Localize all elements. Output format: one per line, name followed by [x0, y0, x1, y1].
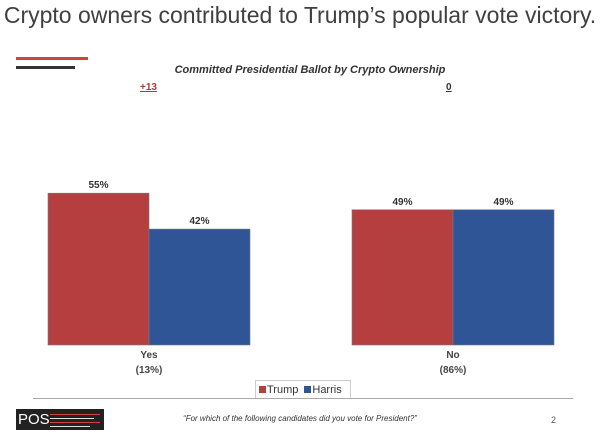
- legend-label: Trump: [267, 383, 299, 396]
- page-number: 2: [551, 415, 557, 425]
- footer-divider: [33, 398, 573, 399]
- legend-harris: Harris: [304, 383, 342, 396]
- legend-trump: Trump: [259, 384, 298, 396]
- data-label: 49%: [392, 197, 412, 208]
- margin-yes: +13: [140, 82, 157, 93]
- logo-line: [50, 414, 100, 415]
- trump-swatch: [259, 385, 266, 393]
- logo-line: [50, 426, 90, 427]
- category-label: Yes: [140, 350, 158, 361]
- logo-line: [50, 418, 94, 419]
- category-label: (13%): [136, 365, 163, 376]
- chart-title: Committed Presidential Ballot by Crypto …: [174, 64, 446, 76]
- legend: Trump Harris: [255, 380, 351, 398]
- bar-harris: [148, 228, 251, 346]
- bar-trump: [351, 209, 454, 346]
- logo-line: [50, 422, 100, 423]
- category-label: No: [446, 350, 459, 361]
- category-label: (86%): [440, 365, 467, 376]
- data-label: 49%: [493, 197, 513, 208]
- legend-label: Harris: [312, 383, 342, 396]
- harris-swatch: [304, 385, 312, 393]
- survey-question: “For which of the following candidates d…: [183, 414, 417, 423]
- logo-text: POS: [18, 411, 50, 428]
- decorative-red-line: [16, 57, 88, 60]
- data-label: 42%: [189, 216, 209, 227]
- decorative-dark-line: [16, 66, 75, 69]
- pos-logo: POS: [16, 409, 104, 430]
- slide-title: Crypto owners contributed to Trump’s pop…: [3, 2, 597, 28]
- data-label: 55%: [88, 180, 108, 191]
- bar-harris: [452, 209, 555, 346]
- margin-no: 0: [446, 82, 452, 93]
- bar-trump: [47, 192, 150, 346]
